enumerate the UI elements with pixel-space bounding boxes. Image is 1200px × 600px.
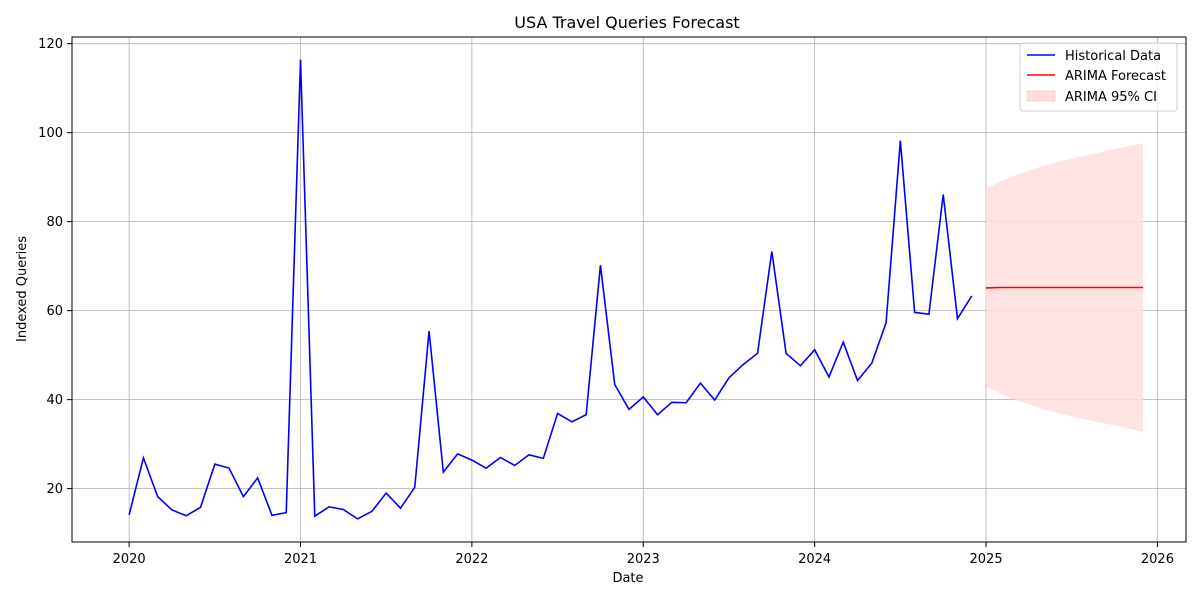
x-tick-label: 2022 [455,552,488,567]
legend-label-historical: Historical Data [1065,49,1161,64]
legend-label-ci: ARIMA 95% CI [1065,90,1157,105]
chart-title: USA Travel Queries Forecast [514,13,739,32]
y-tick-label: 20 [46,482,63,497]
x-axis-label: Date [612,571,643,586]
legend-box [1019,42,1178,112]
legend-label-forecast: ARIMA Forecast [1065,69,1166,84]
legend: Historical Data ARIMA Forecast ARIMA 95%… [1019,42,1178,112]
x-tick-label: 2025 [970,552,1003,567]
x-tick-label: 2021 [284,552,317,567]
plot-area [71,36,1187,543]
y-tick-label: 80 [46,215,63,230]
y-axis: 20 40 60 80 100 120 [38,37,72,497]
x-tick-label: 2026 [1141,552,1174,567]
x-tick-label: 2024 [798,552,831,567]
legend-swatch-ci [1026,90,1056,102]
x-tick-label: 2020 [113,552,146,567]
y-tick-label: 40 [46,393,63,408]
y-tick-label: 60 [46,304,63,319]
y-tick-label: 100 [38,126,63,141]
x-axis: 2020 2021 2022 2023 2024 2025 2026 [113,542,1174,567]
x-tick-label: 2023 [627,552,660,567]
series-line-historical [128,59,973,520]
y-axis-label: Indexed Queries [15,236,30,342]
plot-frame [71,36,1187,543]
y-tick-label: 120 [38,37,63,52]
